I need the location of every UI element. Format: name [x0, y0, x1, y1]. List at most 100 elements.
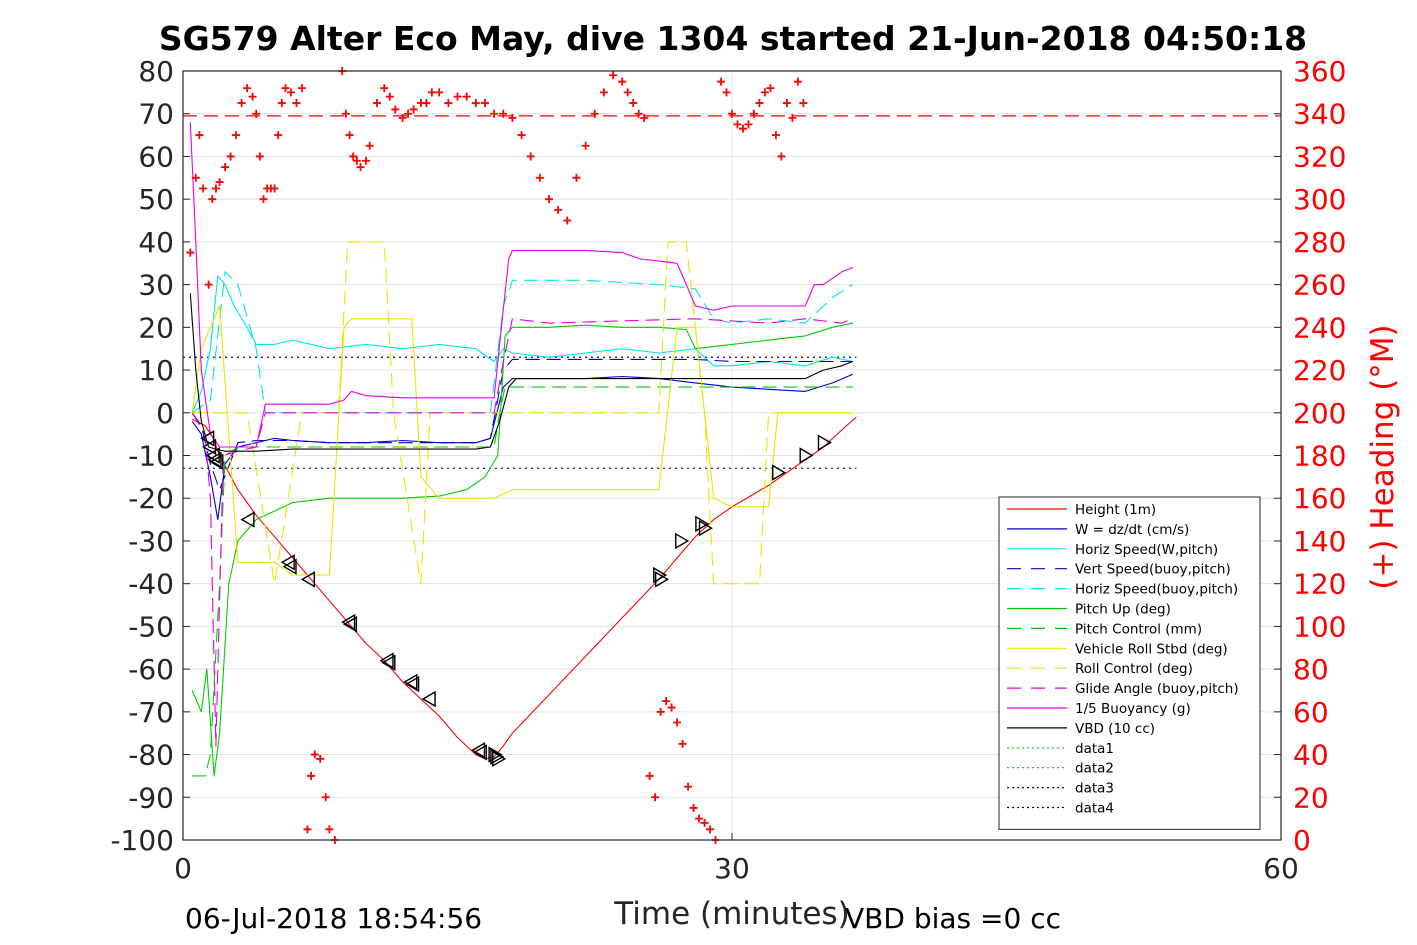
footer-timestamp: 06-Jul-2018 18:54:56: [185, 902, 482, 935]
y-right-tick-label-9: 180: [1293, 440, 1346, 473]
heading-point-94: [744, 120, 753, 129]
depth-marker-5: [240, 511, 255, 528]
heading-point-95: [749, 109, 758, 118]
series-line-4: [191, 271, 854, 414]
legend-label-1: W = dz/dt (cm/s): [1075, 522, 1189, 538]
heading-point-61: [526, 152, 535, 161]
heading-point-62: [535, 173, 544, 182]
heading-point-37: [352, 156, 361, 165]
y-tick-label-11: -30: [128, 525, 174, 558]
heading-point-98: [766, 84, 775, 93]
heading-point-47: [409, 105, 418, 114]
depth-marker-23: [675, 532, 690, 550]
heading-point-36: [349, 152, 358, 161]
heading-point-82: [678, 739, 687, 748]
y-tick-label-4: 40: [138, 226, 174, 259]
depth-marker-9: [341, 613, 356, 631]
y-tick-label-7: 10: [138, 354, 174, 387]
heading-point-81: [673, 718, 682, 727]
series-line-9: [191, 318, 854, 747]
heading-point-19: [270, 184, 279, 193]
heading-point-0: [186, 248, 195, 257]
y-tick-label-15: -70: [128, 696, 174, 729]
heading-point-3: [199, 184, 208, 193]
depth-marker-27: [799, 447, 814, 464]
depth-marker-15: [421, 690, 436, 708]
legend-label-0: Height (1m): [1075, 502, 1156, 518]
y-tick-label-12: -40: [128, 568, 174, 601]
heading-point-63: [545, 195, 553, 204]
y-tick-label-14: -60: [128, 653, 174, 686]
y-tick-label-3: 50: [138, 183, 174, 216]
heading-point-38: [356, 163, 365, 172]
depth-marker-7: [282, 558, 297, 575]
y-right-tick-label-5: 260: [1293, 269, 1346, 302]
y-right-tick-label-13: 100: [1293, 610, 1346, 643]
heading-point-54: [462, 92, 471, 101]
heading-point-34: [341, 109, 350, 118]
legend-label-10: 1/5 Buoyancy (g): [1075, 701, 1191, 717]
heading-point-12: [243, 84, 252, 93]
heading-point-49: [422, 99, 431, 108]
y-tick-label-1: 70: [138, 98, 174, 131]
depth-marker-25: [698, 519, 713, 537]
y-axis-right: 3603403203002802602402202001801601401201…: [1274, 55, 1346, 857]
legend-label-6: Pitch Control (mm): [1075, 621, 1202, 637]
x-tick-label-2: 60: [1263, 852, 1299, 885]
heading-point-84: [689, 803, 698, 812]
heading-point-78: [656, 707, 665, 716]
y-tick-label-6: 20: [138, 311, 174, 344]
heading-point-6: [211, 184, 220, 193]
series-line-7: [191, 305, 853, 576]
y-right-tick-label-11: 140: [1293, 525, 1346, 558]
legend-label-7: Vehicle Roll Stbd (deg): [1075, 641, 1228, 657]
depth-marker-16: [471, 742, 486, 759]
heading-point-102: [788, 113, 797, 122]
depth-marker-1: [202, 438, 217, 456]
heading-point-11: [237, 99, 246, 108]
heading-point-31: [325, 825, 334, 834]
heading-point-42: [380, 84, 389, 93]
heading-point-97: [760, 88, 769, 97]
y-tick-label-17: -90: [128, 781, 174, 814]
series-line-6: [192, 386, 853, 777]
depth-marker-4: [209, 453, 224, 471]
y-right-tick-label-17: 20: [1293, 781, 1329, 814]
heading-point-60: [517, 131, 526, 140]
heading-point-25: [297, 84, 306, 93]
y-tick-label-0: 80: [138, 55, 174, 88]
depth-marker-22: [654, 571, 670, 588]
depth-marker-24: [695, 515, 710, 533]
depth-marker-13: [403, 673, 418, 691]
depth-marker-11: [379, 652, 394, 669]
depth-marker-14: [405, 675, 420, 693]
heading-point-24: [292, 99, 301, 108]
heading-point-72: [623, 88, 632, 97]
y-right-tick-label-0: 360: [1293, 55, 1346, 88]
heading-point-68: [590, 109, 599, 118]
heading-point-93: [738, 124, 747, 133]
heading-point-20: [274, 131, 283, 140]
heading-point-96: [755, 99, 764, 108]
series-line-11: [189, 293, 854, 452]
heading-point-91: [728, 109, 736, 118]
heading-point-41: [372, 99, 381, 108]
heading-point-53: [453, 92, 462, 101]
heading-point-92: [733, 120, 742, 129]
depth-marker-3: [207, 451, 222, 468]
legend-label-14: data3: [1075, 781, 1114, 797]
legend: Height (1m) W = dz/dt (cm/s) Horiz Speed(W…: [998, 496, 1261, 830]
heading-point-100: [777, 152, 786, 161]
heading-point-73: [629, 99, 638, 108]
heading-point-21: [277, 99, 286, 108]
y-tick-label-10: -20: [128, 482, 174, 515]
legend-label-15: data4: [1075, 801, 1114, 817]
heading-point-43: [385, 92, 394, 101]
depth-marker-8: [300, 571, 315, 588]
heading-point-57: [490, 109, 499, 118]
heading-point-65: [563, 216, 572, 225]
depth-marker-17: [472, 744, 487, 761]
heading-point-52: [444, 99, 453, 108]
y-axis-right-label: (+) Heading (°M): [1365, 324, 1401, 589]
heading-point-87: [706, 825, 715, 834]
